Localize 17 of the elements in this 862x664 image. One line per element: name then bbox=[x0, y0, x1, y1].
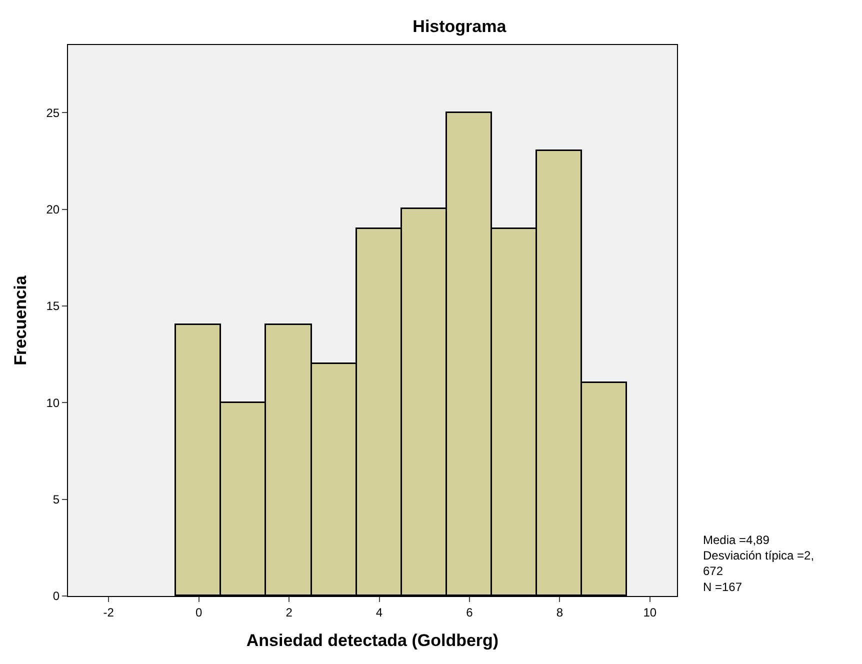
x-tick-label: 10 bbox=[643, 605, 657, 620]
x-tick-label: 8 bbox=[556, 605, 564, 620]
y-tick-label: 10 bbox=[46, 396, 60, 410]
x-tick-label: 2 bbox=[286, 605, 293, 620]
x-axis-title: Ansiedad detectada (Goldberg) bbox=[246, 630, 499, 650]
y-tick-label: 5 bbox=[52, 492, 60, 507]
chart-title: Histograma bbox=[412, 16, 507, 36]
y-tick-label: 0 bbox=[52, 589, 60, 604]
x-tick-label: 4 bbox=[376, 605, 383, 620]
x-tick-label: -2 bbox=[103, 605, 114, 620]
y-tick-label: 15 bbox=[46, 299, 60, 314]
text: Media =4,89 Desviación típica =2, 672 N =167 bbox=[703, 533, 814, 594]
y-axis-title: Frecuencia bbox=[10, 275, 30, 366]
y-tick-label: 20 bbox=[46, 202, 60, 217]
y-tick-label: 25 bbox=[46, 106, 60, 120]
x-tick-label: 6 bbox=[466, 605, 474, 620]
x-tick-label: 0 bbox=[195, 605, 202, 620]
